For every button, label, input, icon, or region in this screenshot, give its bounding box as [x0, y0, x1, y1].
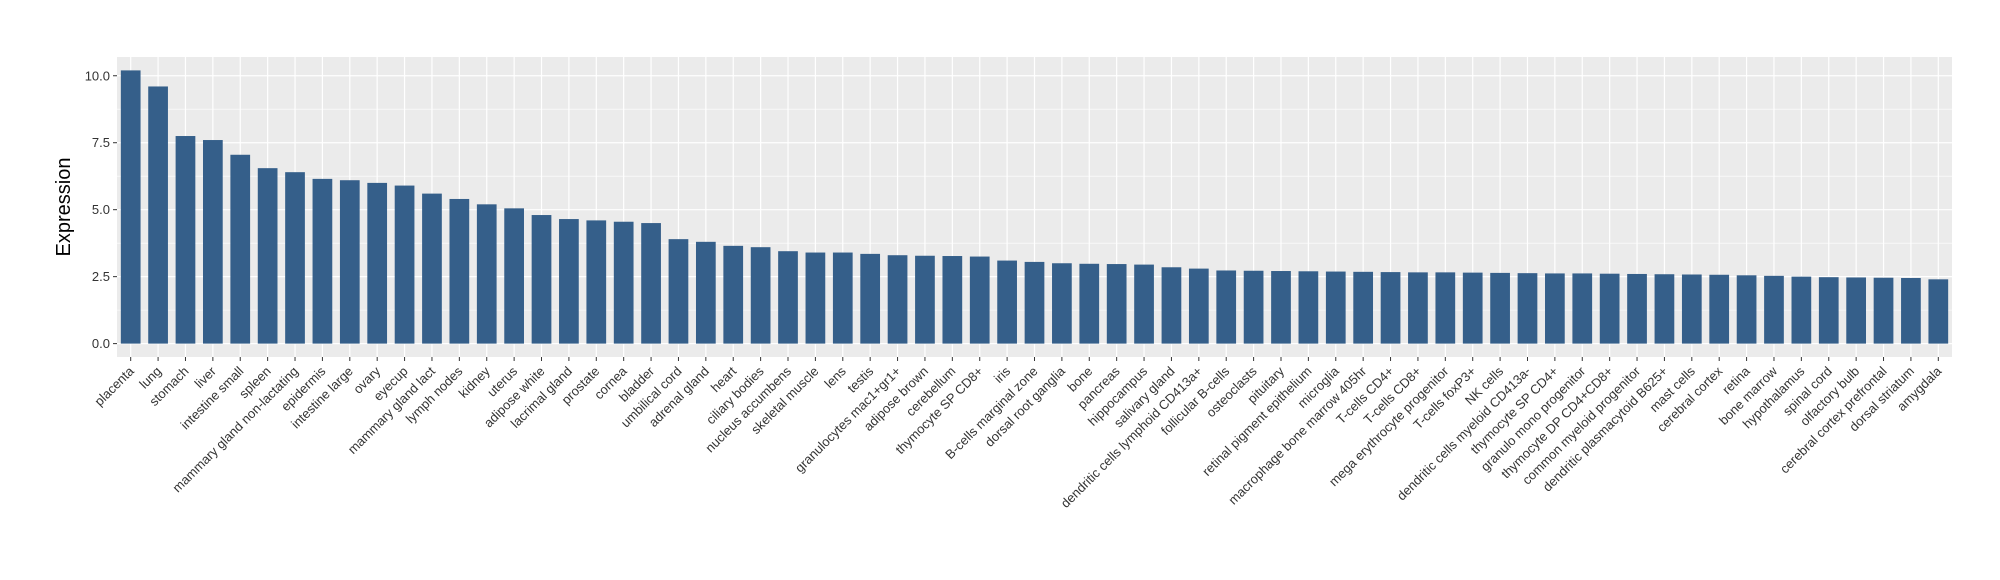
bar [887, 255, 908, 344]
bar [613, 221, 634, 344]
bar [1325, 271, 1346, 344]
bar [832, 252, 853, 344]
bar [1462, 272, 1483, 344]
bar [1243, 270, 1264, 344]
bar [1736, 275, 1757, 344]
bar [1846, 277, 1867, 344]
bar [148, 86, 168, 344]
bar [257, 168, 278, 344]
bar [1188, 268, 1209, 344]
bar [394, 185, 415, 344]
y-axis: 0.0 2.5 5.0 7.5 10.0 [85, 68, 117, 351]
x-tick-label: kidney [456, 363, 494, 401]
bar [1517, 273, 1538, 344]
bar [504, 208, 524, 344]
y-axis-title: Expression [53, 158, 75, 257]
bar [1408, 272, 1428, 344]
y-tick-label: 2.5 [92, 269, 110, 284]
x-tick-label: placenta [91, 363, 137, 409]
bar [1572, 273, 1593, 344]
bar [120, 70, 141, 344]
bar [1216, 270, 1237, 344]
bar [586, 220, 607, 344]
bar [997, 260, 1017, 344]
bar [1134, 264, 1154, 344]
bar [1627, 273, 1647, 344]
bar [1271, 271, 1291, 344]
bar [285, 172, 305, 344]
bar [559, 219, 579, 344]
bar [175, 136, 196, 344]
bar [1764, 275, 1784, 344]
bar [805, 252, 826, 344]
bar [1380, 272, 1401, 344]
bar [1599, 273, 1620, 344]
bar [668, 239, 689, 344]
bar [367, 182, 388, 344]
bar [641, 223, 661, 344]
bar [312, 178, 333, 344]
bar [750, 247, 771, 344]
y-tick-label: 5.0 [92, 202, 110, 217]
bar [1791, 276, 1812, 344]
bar [1161, 267, 1182, 344]
bar [1106, 264, 1127, 344]
bar [449, 198, 470, 344]
bar [1435, 272, 1456, 344]
bar [723, 245, 744, 344]
bar [1490, 272, 1510, 344]
bar [1353, 271, 1374, 344]
bar [1901, 277, 1921, 344]
bar [1298, 271, 1319, 344]
bars [120, 70, 1949, 344]
bar [915, 255, 935, 344]
bar [1818, 277, 1839, 344]
bar [860, 253, 881, 344]
bar [422, 193, 442, 344]
bar [1545, 273, 1565, 344]
bar [531, 215, 552, 344]
y-tick-label: 7.5 [92, 135, 110, 150]
bar [1928, 279, 1949, 344]
bar [942, 256, 963, 344]
bar [1024, 261, 1045, 344]
bar [695, 241, 716, 344]
bar [230, 154, 251, 344]
bar [202, 140, 223, 344]
bar [1873, 277, 1894, 344]
bar [1654, 274, 1675, 344]
bar [1052, 263, 1072, 344]
bar [969, 256, 990, 344]
bar [1079, 263, 1100, 344]
y-tick-label: 0.0 [92, 336, 110, 351]
bar [476, 204, 497, 344]
bar [778, 251, 798, 344]
bar [1709, 274, 1730, 344]
bar [1681, 274, 1702, 344]
y-tick-label: 10.0 [85, 68, 110, 83]
bar [339, 180, 360, 344]
